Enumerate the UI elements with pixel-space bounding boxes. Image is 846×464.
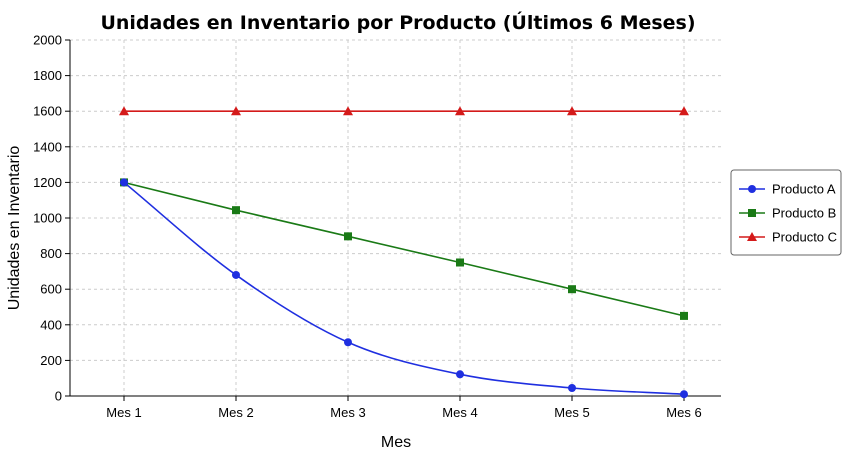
x-tick-label: Mes 3 — [330, 405, 365, 420]
series-producto-a — [120, 178, 688, 399]
y-tick-label: 1400 — [33, 139, 62, 154]
legend-marker — [748, 209, 756, 217]
data-point — [231, 106, 241, 116]
y-tick-label: 1800 — [33, 68, 62, 83]
data-point — [680, 390, 688, 399]
legend-box — [730, 169, 842, 256]
data-point — [119, 106, 129, 116]
y-tick-label: 2000 — [33, 33, 62, 48]
x-tick-label: Mes 5 — [554, 405, 589, 420]
series-group — [119, 106, 689, 399]
data-point — [456, 258, 464, 267]
legend-label: Producto B — [772, 206, 836, 221]
data-point — [567, 106, 577, 116]
legend: Producto A Producto B Producto C — [730, 169, 842, 256]
legend-item: Producto B — [739, 206, 836, 221]
series-line — [123, 181, 685, 396]
legend-marker — [747, 232, 757, 241]
legend-label: Producto A — [772, 182, 836, 197]
x-tick-label: Mes 1 — [106, 405, 141, 420]
data-point — [232, 270, 240, 279]
data-point — [568, 383, 576, 392]
data-point — [456, 370, 464, 379]
chart-title: Unidades en Inventario por Producto (Últ… — [100, 10, 695, 34]
series-producto-c — [119, 106, 689, 116]
data-point — [120, 178, 128, 187]
y-axis-label: Unidades en Inventario — [6, 146, 23, 311]
data-point — [344, 232, 352, 241]
x-tick-label: Mes 6 — [666, 405, 701, 420]
grid — [70, 39, 721, 397]
y-tick-label: 400 — [40, 317, 62, 332]
data-point — [680, 311, 688, 320]
data-point — [344, 338, 352, 347]
data-point — [232, 206, 240, 215]
data-point — [455, 106, 465, 116]
x-axis-ticks: Mes 1 Mes 2 Mes 3 Mes 4 Mes 5 Mes 6 — [106, 396, 702, 420]
legend-item: Producto C — [739, 230, 837, 245]
x-tick-label: Mes 2 — [218, 405, 253, 420]
x-tick-label: Mes 4 — [442, 405, 477, 420]
data-point — [568, 285, 576, 294]
data-point — [343, 106, 353, 116]
legend-marker — [748, 185, 756, 193]
y-tick-label: 600 — [40, 282, 62, 297]
series-line — [123, 181, 685, 317]
y-tick-label: 800 — [40, 246, 62, 261]
y-axis-ticks: 0 200 400 600 800 1000 1200 1400 1600 1800 2000 — [33, 33, 70, 404]
y-tick-label: 1200 — [33, 175, 62, 190]
legend-item: Producto A — [739, 182, 836, 197]
y-tick-label: 0 — [55, 389, 62, 404]
series-producto-b — [120, 178, 688, 320]
y-tick-label: 200 — [40, 353, 62, 368]
y-tick-label: 1000 — [33, 211, 62, 226]
x-axis-label: Mes — [381, 434, 411, 451]
legend-label: Producto C — [772, 230, 837, 245]
data-point — [679, 106, 689, 116]
y-tick-label: 1600 — [33, 104, 62, 119]
